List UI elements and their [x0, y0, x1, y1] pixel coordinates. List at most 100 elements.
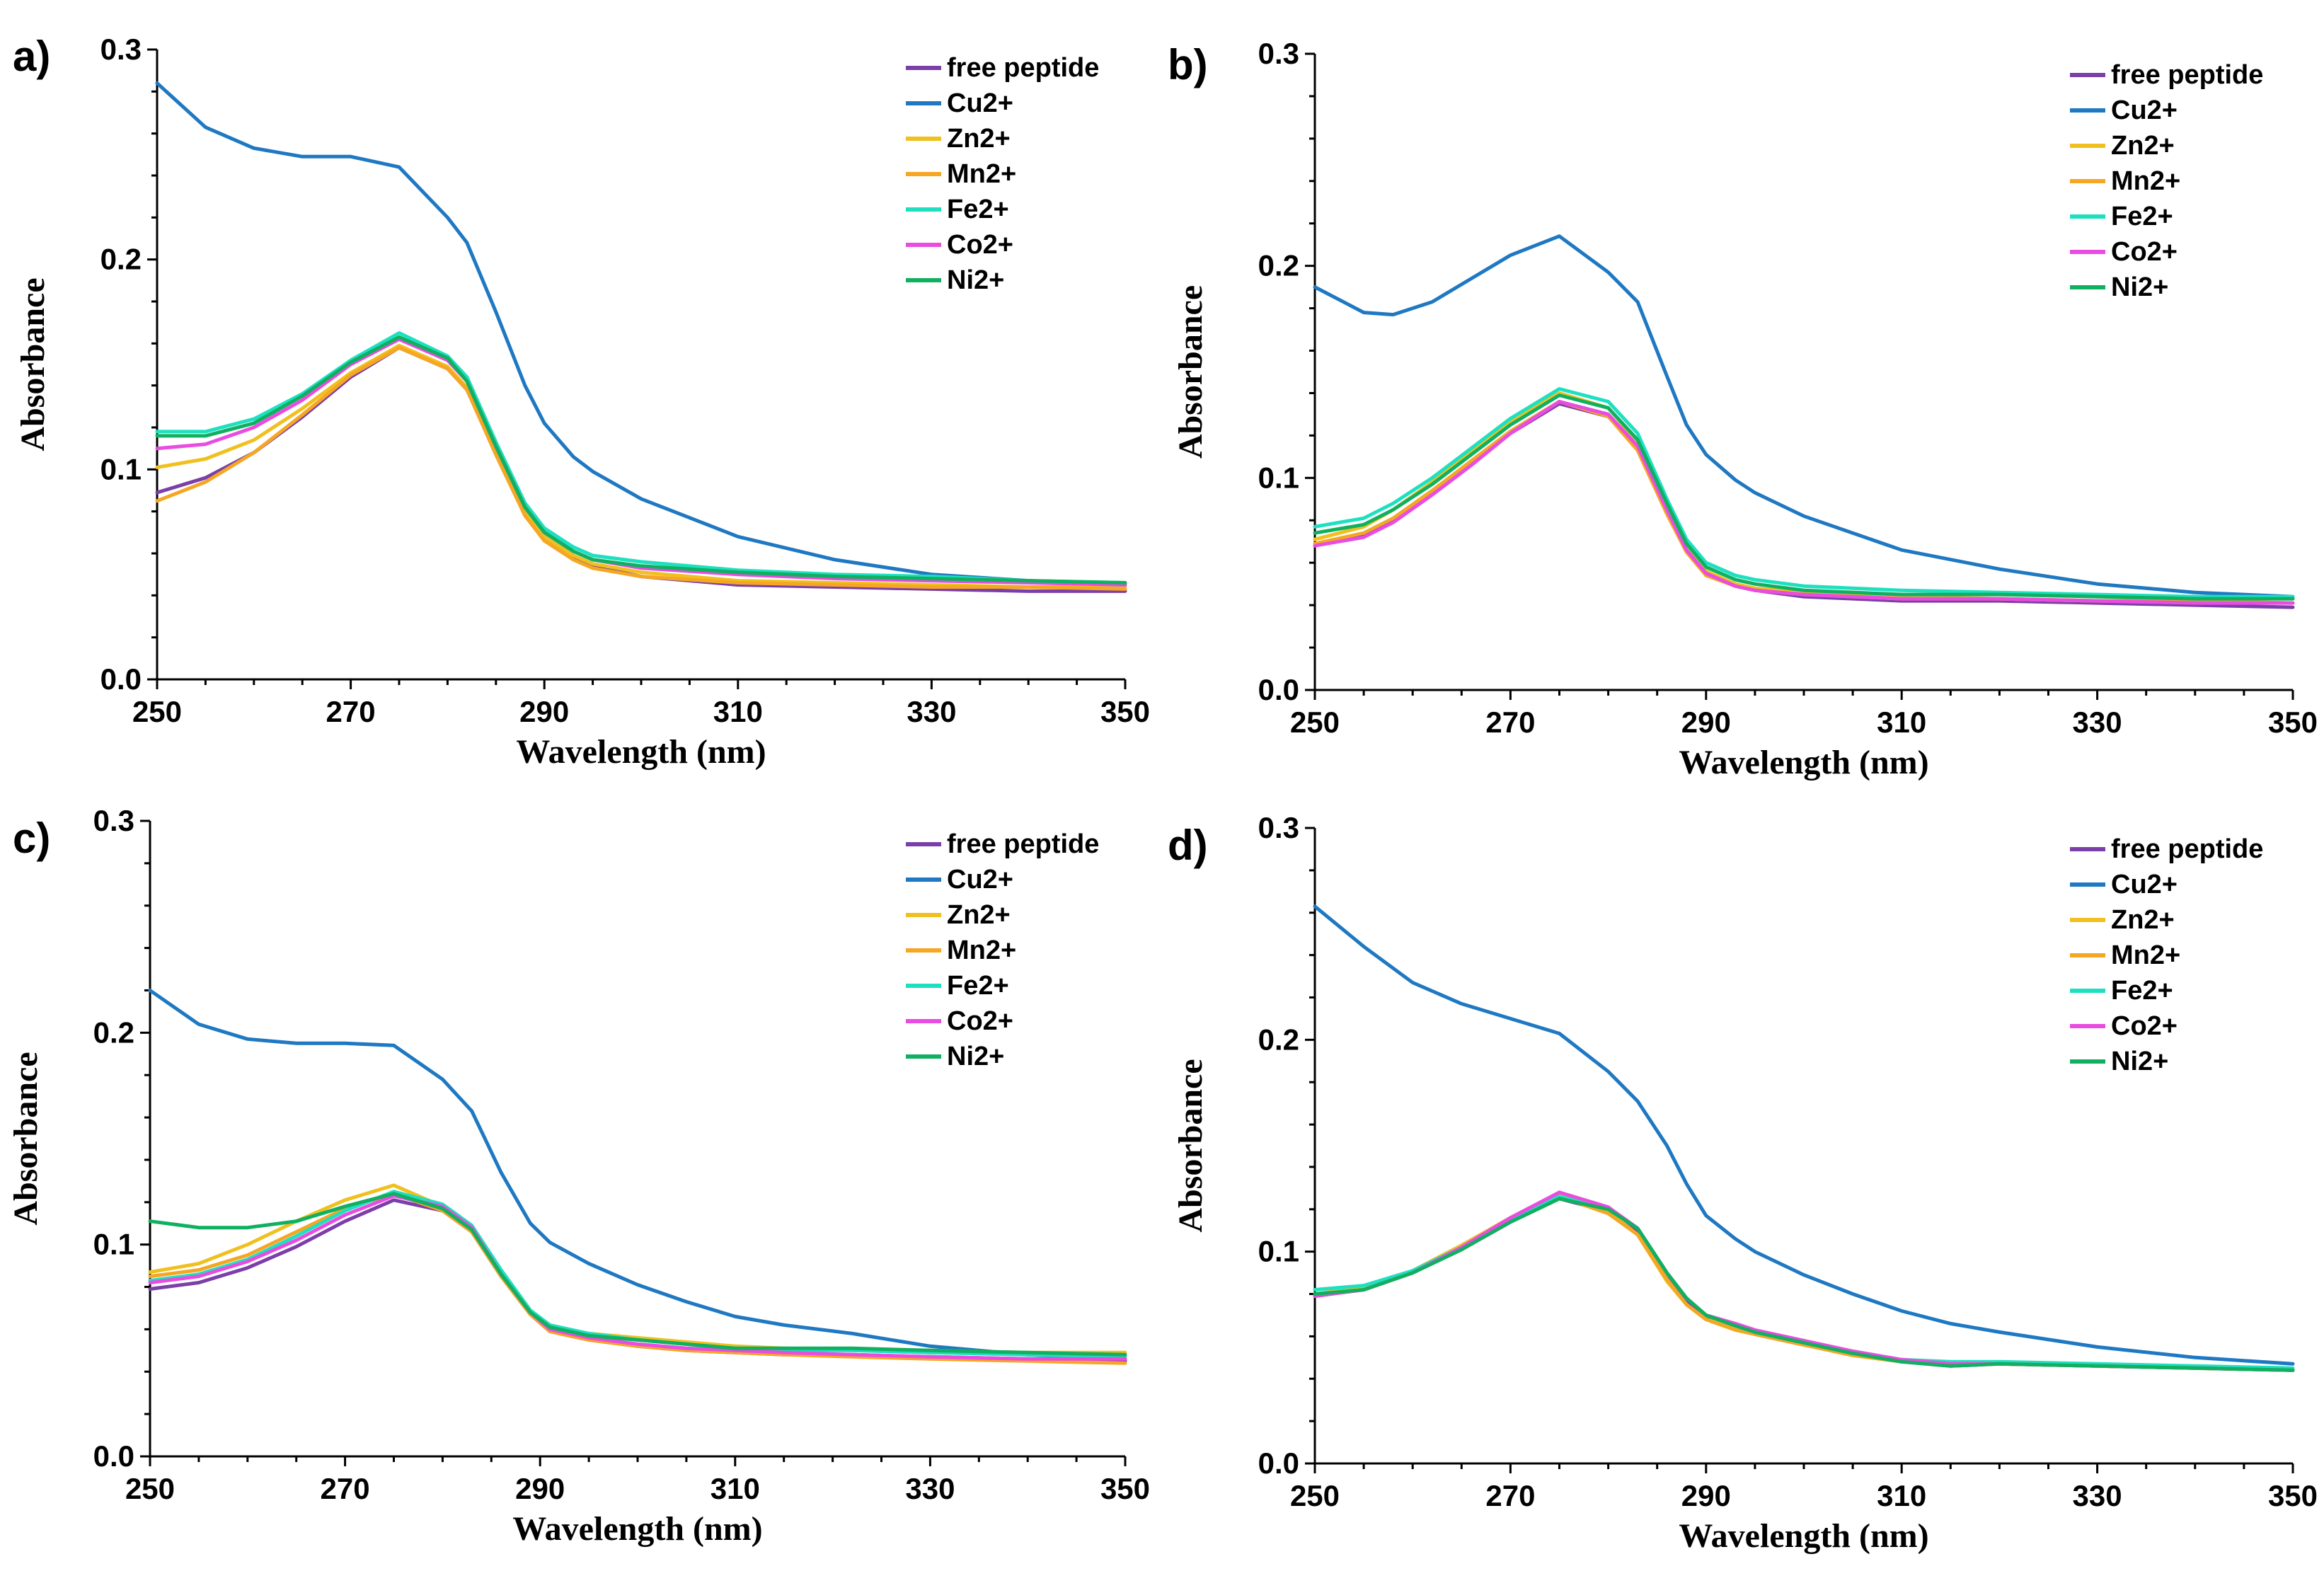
x-tick-label: 330	[2073, 706, 2122, 739]
legend-label: free peptide	[2111, 834, 2263, 864]
panel-label: c)	[13, 815, 50, 862]
chart-panel-4: d) 250 270 290 310 330 350 0.0 0.1 0.2 0.3 Waveleng…	[1168, 811, 2318, 1555]
x-tick-label: 350	[2268, 1479, 2318, 1512]
legend-label: Cu2+	[947, 88, 1013, 118]
x-axis-title: Wavelength (nm)	[1679, 744, 1928, 781]
x-tick-label: 310	[1877, 706, 1926, 739]
y-axis-title: Absorbance	[14, 277, 52, 451]
legend-label: free peptide	[947, 53, 1099, 83]
x-tick-label: 290	[515, 1472, 565, 1505]
series-line-cu2-	[1313, 234, 2295, 599]
y-tick-label: 0.2	[1258, 1023, 1299, 1056]
x-axis-title: Wavelength (nm)	[1679, 1517, 1928, 1555]
y-tick-label: 0.1	[1258, 1235, 1299, 1268]
legend-label: Ni2+	[2111, 1047, 2168, 1076]
series-line-ni2-	[155, 335, 1127, 585]
y-tick-label: 0.1	[100, 452, 142, 485]
chart-panel-1: a) 250 270 290 310 330 350 0.0 0.1 0.2 0.3 Waveleng…	[13, 33, 1150, 771]
legend-label: Ni2+	[947, 1042, 1004, 1071]
x-tick-label: 250	[1290, 706, 1340, 739]
series-line-ni2-	[1313, 393, 2295, 601]
y-tick-label: 0.1	[1258, 461, 1299, 494]
x-tick-label: 330	[907, 695, 956, 728]
x-tick-label: 350	[1100, 695, 1150, 728]
y-tick-label: 0.3	[1258, 811, 1299, 844]
legend-label: Fe2+	[2111, 976, 2173, 1006]
legend-label: Co2+	[2111, 237, 2178, 267]
y-tick-label: 0.2	[1258, 249, 1299, 282]
x-tick-label: 310	[711, 1472, 760, 1505]
legend-label: Fe2+	[2111, 202, 2173, 231]
x-tick-label: 290	[519, 695, 569, 728]
y-tick-label: 0.3	[93, 804, 134, 837]
x-tick-label: 250	[125, 1472, 175, 1505]
x-tick-label: 270	[1485, 706, 1535, 739]
series-line-cu2-	[148, 989, 1127, 1361]
series-line-ni2-	[148, 1192, 1127, 1357]
legend-label: Cu2+	[2111, 870, 2178, 899]
y-tick-label: 0.2	[100, 243, 142, 276]
legend-label: free peptide	[947, 829, 1099, 859]
y-axis-title: Absorbance	[1172, 1059, 1209, 1232]
legend-label: Ni2+	[2111, 272, 2168, 302]
x-tick-label: 270	[1485, 1479, 1535, 1512]
legend: free peptide Cu2+ Zn2+ Mn2+ Fe2+ Co2+ Ni2+	[906, 53, 1099, 295]
legend-label: free peptide	[2111, 60, 2263, 90]
x-axis-title: Wavelength (nm)	[516, 733, 766, 771]
series-line-zn2-	[155, 343, 1127, 589]
panel-label: a)	[13, 33, 50, 80]
legend-label: Zn2+	[2111, 131, 2175, 161]
y-tick-label: 0.0	[93, 1439, 134, 1473]
series-line-ni2-	[1313, 1197, 2295, 1372]
y-axis-title: Absorbance	[1172, 285, 1209, 459]
x-tick-label: 310	[713, 695, 763, 728]
x-tick-label: 270	[321, 1472, 370, 1505]
legend-label: Zn2+	[947, 900, 1011, 930]
panel-label: b)	[1168, 41, 1208, 88]
y-tick-label: 0.2	[93, 1015, 134, 1049]
y-tick-label: 0.3	[100, 33, 142, 66]
legend-label: Co2+	[947, 230, 1013, 260]
x-tick-label: 330	[2073, 1479, 2122, 1512]
legend: free peptide Cu2+ Zn2+ Mn2+ Fe2+ Co2+ Ni2+	[2070, 834, 2263, 1076]
chart-panel-3: c) 250 270 290 310 330 350 0.0 0.1 0.2 0.3 Waveleng…	[7, 804, 1150, 1548]
legend-label: Zn2+	[947, 124, 1011, 154]
chart-panel-2: b) 250 270 290 310 330 350 0.0 0.1 0.2 0.3 Waveleng…	[1168, 37, 2318, 781]
series-line-co2-	[1313, 400, 2295, 605]
x-tick-label: 250	[1290, 1479, 1340, 1512]
x-axis-title: Wavelength (nm)	[512, 1510, 762, 1548]
legend-label: Mn2+	[947, 936, 1016, 965]
y-tick-label: 0.1	[93, 1228, 134, 1261]
x-tick-label: 330	[905, 1472, 955, 1505]
y-axis-title: Absorbance	[7, 1052, 45, 1225]
panel-label: d)	[1168, 822, 1208, 869]
legend-label: Fe2+	[947, 195, 1009, 224]
legend-label: Mn2+	[947, 159, 1016, 189]
series-line-fe2-	[1313, 387, 2295, 599]
legend-label: Mn2+	[2111, 166, 2180, 196]
y-tick-label: 0.3	[1258, 37, 1299, 70]
series-line-mn2-	[155, 345, 1127, 591]
y-tick-label: 0.0	[1258, 673, 1299, 706]
legend-label: Co2+	[2111, 1011, 2178, 1041]
legend: free peptide Cu2+ Zn2+ Mn2+ Fe2+ Co2+ Ni2+	[906, 829, 1099, 1071]
x-tick-label: 290	[1681, 1479, 1731, 1512]
x-tick-label: 250	[132, 695, 182, 728]
series-line-cu2-	[155, 81, 1127, 587]
x-tick-label: 310	[1877, 1479, 1926, 1512]
x-tick-label: 350	[2268, 706, 2318, 739]
series-line-cu2-	[1313, 904, 2295, 1366]
legend-label: Ni2+	[947, 265, 1004, 295]
y-tick-label: 0.0	[1258, 1446, 1299, 1480]
legend-label: Co2+	[947, 1006, 1013, 1036]
legend: free peptide Cu2+ Zn2+ Mn2+ Fe2+ Co2+ Ni2+	[2070, 60, 2263, 302]
x-tick-label: 290	[1681, 706, 1731, 739]
legend-label: Cu2+	[947, 865, 1013, 894]
x-tick-label: 350	[1100, 1472, 1150, 1505]
legend-label: Fe2+	[947, 971, 1009, 1001]
x-tick-label: 270	[326, 695, 376, 728]
y-tick-label: 0.0	[100, 662, 142, 696]
legend-label: Cu2+	[2111, 96, 2178, 125]
legend-label: Zn2+	[2111, 905, 2175, 935]
